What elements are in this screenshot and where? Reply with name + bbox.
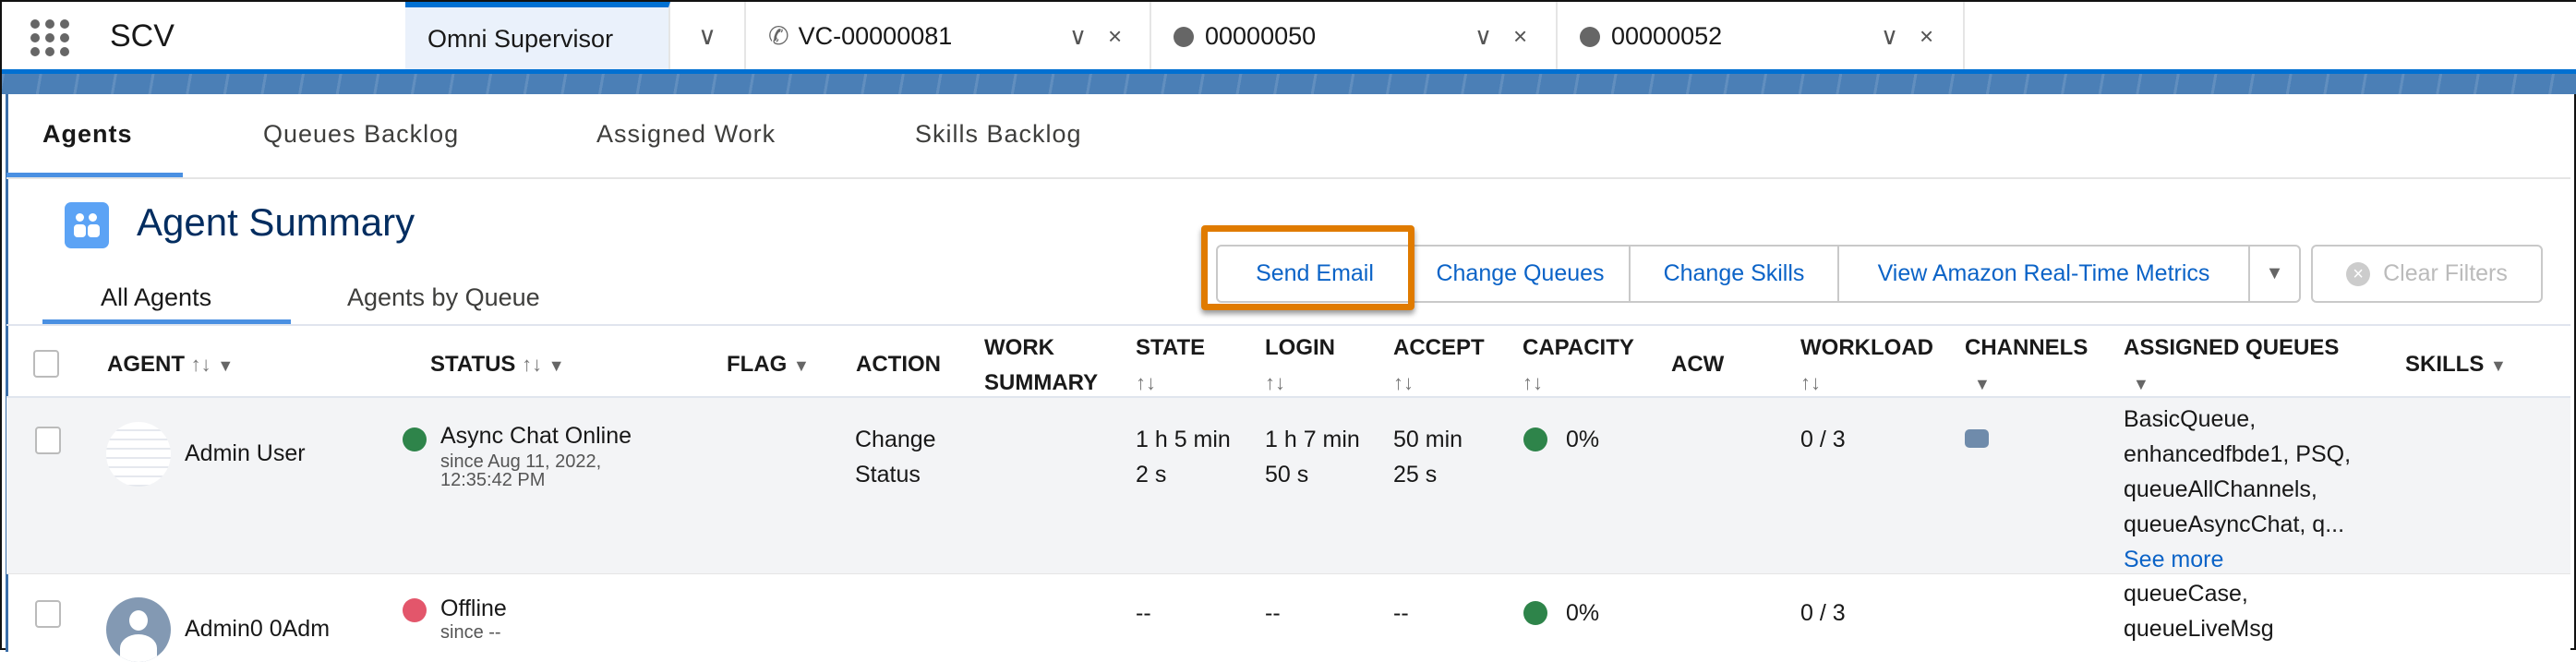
status-offline-icon (403, 598, 427, 622)
row-checkbox[interactable] (35, 427, 61, 454)
status-online-icon (403, 427, 427, 451)
table-row (6, 396, 2570, 573)
header-banner (2, 74, 2576, 94)
page-title: Agent Summary (137, 200, 415, 244)
status-since: since -- (440, 622, 501, 643)
tab-omni-supervisor[interactable]: Omni Supervisor (405, 2, 670, 71)
column-login[interactable]: LOGIN ↑↓ (1265, 335, 1335, 394)
column-acw: ACW (1671, 352, 1725, 377)
state-value: -- (1136, 600, 1151, 626)
state-value: 1 h 5 min 2 s (1136, 427, 1231, 487)
tab-menu-chevron-icon[interactable]: ∨ (670, 2, 746, 71)
tab-label: VC-00000081 (798, 22, 953, 50)
assigned-queues: BasicQueue, enhancedfbde1, PSQ, queueAllCh… (2124, 402, 2351, 577)
column-skills[interactable]: SKILLS ▼ (2405, 352, 2507, 377)
close-icon[interactable]: × (1513, 22, 1528, 50)
accept-value: -- (1393, 600, 1409, 626)
see-more-link[interactable]: See more (2124, 547, 2224, 572)
chevron-down-icon[interactable]: ∨ (1475, 22, 1493, 50)
chevron-down-icon[interactable]: ∨ (1881, 22, 1899, 50)
clear-filters-label: Clear Filters (2383, 260, 2508, 286)
status-text: Offline (440, 596, 507, 621)
clear-filters-button[interactable]: × Clear Filters (2311, 245, 2543, 303)
column-capacity[interactable]: CAPACITY ↑↓ (1523, 335, 1634, 394)
column-flag[interactable]: FLAG ▼ (727, 352, 810, 377)
tab-skills-backlog[interactable]: Skills Backlog (915, 120, 1082, 148)
accent-bar (2, 69, 2576, 74)
status-since: since Aug 11, 2022, (440, 451, 602, 472)
row-checkbox[interactable] (35, 600, 61, 628)
change-queues-button[interactable]: Change Queues (1412, 245, 1631, 303)
chat-bubble-icon (1965, 429, 1989, 448)
change-status-link[interactable]: Change Status (855, 427, 936, 487)
change-skills-button[interactable]: Change Skills (1629, 245, 1839, 303)
column-workload[interactable]: WORKLOAD ↑↓ (1800, 335, 1933, 394)
tab-queues-backlog[interactable]: Queues Backlog (263, 120, 460, 148)
active-subtab-indicator (42, 319, 291, 324)
tab-00000050[interactable]: 00000050 ∨ × (1151, 2, 1558, 71)
view-amazon-metrics-button[interactable]: View Amazon Real-Time Metrics (1837, 245, 2250, 303)
capacity-value: 0% (1566, 600, 1600, 626)
column-agent[interactable]: AGENT ↑↓ ▼ (107, 352, 235, 377)
column-accept[interactable]: ACCEPT ↑↓ (1393, 335, 1485, 394)
tab-assigned-work[interactable]: Assigned Work (596, 120, 776, 148)
avatar (106, 422, 171, 487)
capacity-value: 0% (1566, 427, 1600, 452)
chevron-down-icon[interactable]: ∨ (1069, 22, 1088, 50)
divider (6, 324, 2570, 326)
app-name: SCV (110, 18, 175, 54)
assigned-queues: queueCase, queueLiveMsg (2124, 581, 2274, 642)
chat-icon (1174, 26, 1194, 47)
tab-agents[interactable]: Agents (42, 120, 133, 148)
clear-icon: × (2346, 261, 2371, 286)
tab-label: 00000050 (1205, 22, 1317, 50)
close-icon[interactable]: × (1108, 22, 1123, 50)
tab-label: 00000052 (1611, 22, 1723, 50)
divider (6, 177, 2570, 179)
tab-vc-00000081[interactable]: ✆ VC-00000081 ∨ × (746, 2, 1151, 71)
tab-00000052[interactable]: 00000052 ∨ × (1558, 2, 1965, 71)
status-text: Async Chat Online (440, 423, 632, 449)
row-divider (6, 573, 2570, 574)
column-work-summary: WORK SUMMARY (984, 335, 1099, 395)
accept-value: 50 min 25 s (1393, 427, 1463, 487)
global-tab-bar: SCV Omni Supervisor ∨ ✆ VC-00000081 ∨ × 00… (2, 2, 2576, 71)
column-channels[interactable]: CHANNELS ▼ (1965, 335, 2088, 393)
workload-value: 0 / 3 (1800, 600, 1846, 626)
select-all-checkbox[interactable] (33, 350, 59, 378)
login-value: 1 h 7 min 50 s (1265, 427, 1360, 487)
subtab-agents-by-queue[interactable]: Agents by Queue (347, 283, 540, 311)
app-launcher-grid-icon[interactable] (30, 18, 70, 57)
agent-summary-icon (65, 202, 109, 248)
chat-icon (1580, 26, 1600, 47)
tab-label: Omni Supervisor (427, 25, 614, 53)
workload-value: 0 / 3 (1800, 427, 1846, 452)
highlight-box (1201, 225, 1414, 310)
column-assigned-queues[interactable]: ASSIGNED QUEUES ▼ (2124, 335, 2340, 393)
column-action: ACTION (856, 352, 941, 377)
close-icon[interactable]: × (1920, 22, 1934, 50)
column-state[interactable]: STATE ↑↓ (1136, 335, 1206, 394)
subtab-all-agents[interactable]: All Agents (101, 283, 212, 311)
active-tab-indicator (6, 173, 183, 177)
capacity-indicator-icon (1523, 427, 1547, 451)
more-actions-chevron-icon[interactable]: ▼ (2248, 245, 2301, 303)
column-status[interactable]: STATUS ↑↓ ▼ (430, 352, 565, 377)
default-avatar-icon (106, 597, 171, 662)
login-value: -- (1265, 600, 1281, 626)
phone-icon: ✆ (768, 22, 789, 50)
status-since-time: 12:35:42 PM (440, 470, 546, 490)
capacity-indicator-icon (1523, 601, 1547, 625)
agent-name-link[interactable]: Admin User (185, 440, 306, 466)
agent-name-link[interactable]: Admin0 0Adm (185, 616, 331, 642)
send-email-button[interactable]: Send Email (1216, 245, 1414, 303)
